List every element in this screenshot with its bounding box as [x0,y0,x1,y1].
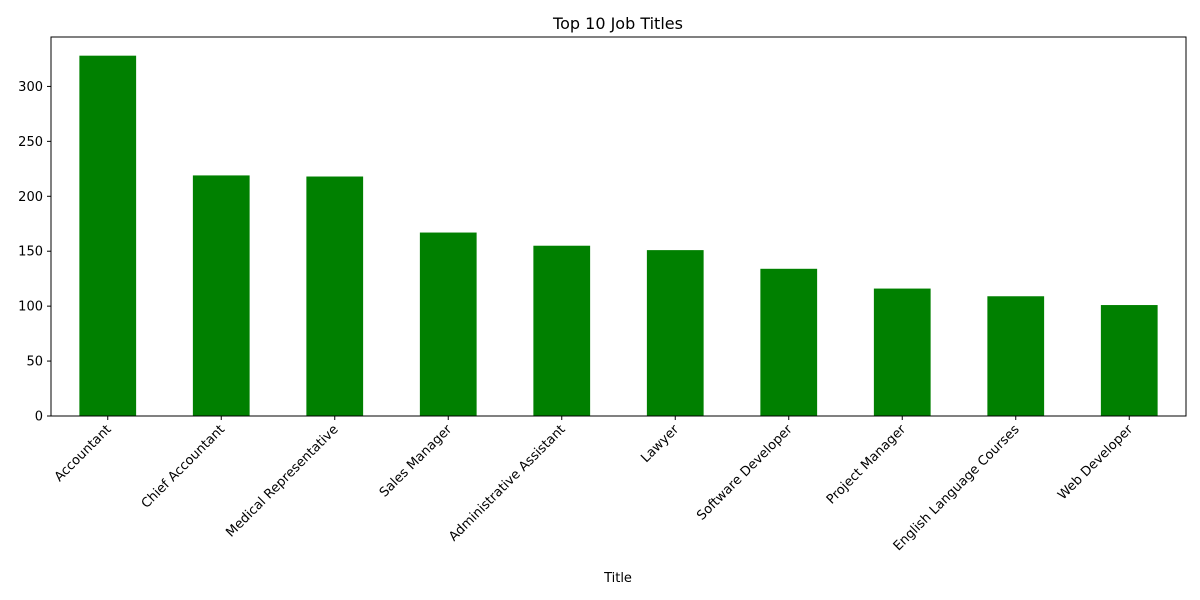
plot-frame [50,36,1187,417]
bar-chief-accountant [192,175,250,416]
x-axis-label: Title [603,571,632,586]
bar-medical-representative [306,176,364,416]
y-axis: 0 50 100 150 200 250 300 [18,80,51,425]
bar-accountant [79,55,137,417]
y-tick-label: 250 [18,135,43,150]
y-tick-label: 0 [35,410,43,425]
y-tick-label: 200 [18,190,43,205]
bar-administrative-assistant [533,245,591,416]
bar-software-developer [760,268,818,416]
y-tick-label: 100 [18,300,43,315]
bar-english-language-courses [987,296,1045,416]
bars-group [79,55,1158,417]
bar-web-developer [1100,305,1158,416]
y-tick-label: 50 [26,355,43,370]
y-tick-label: 300 [18,80,43,95]
y-tick-label: 150 [18,245,43,260]
bar-lawyer [646,250,704,416]
chart-title: Top 10 Job Titles [552,14,683,33]
bar-project-manager [873,288,931,416]
bar-sales-manager [419,232,477,416]
